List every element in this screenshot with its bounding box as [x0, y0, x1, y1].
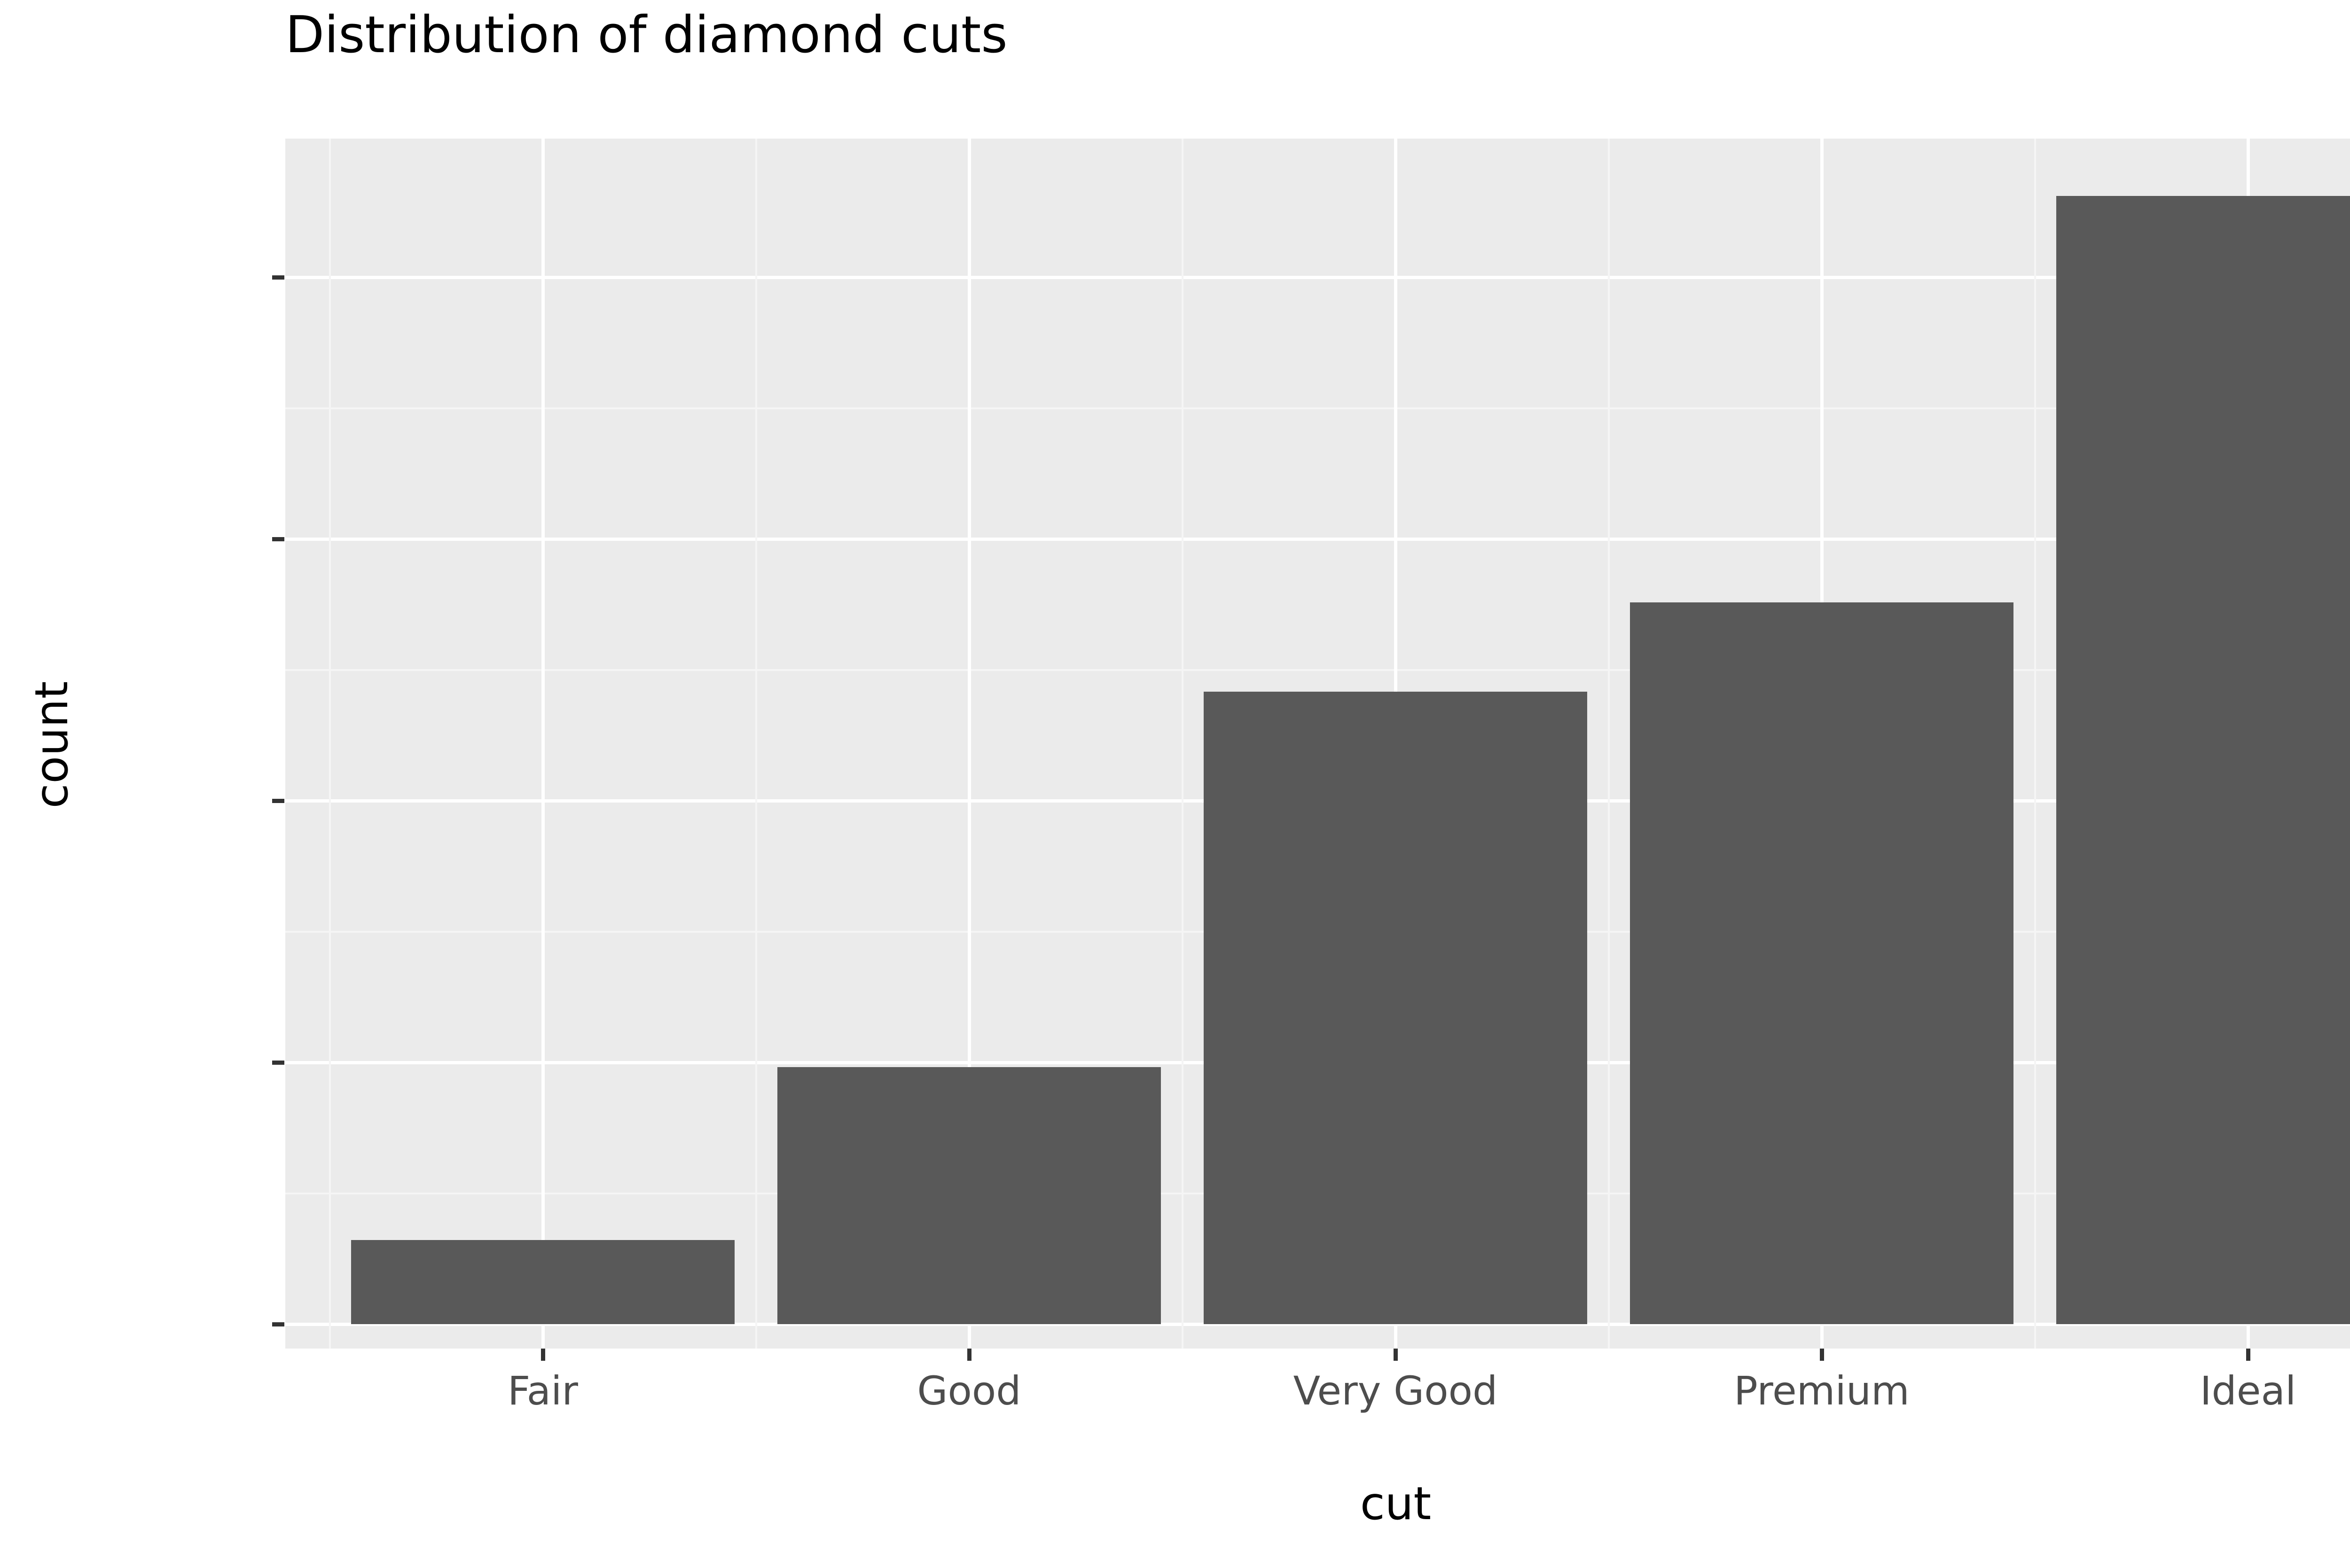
x-tick-mark — [2246, 1349, 2250, 1361]
bar-ideal — [2056, 196, 2350, 1324]
gridline-minor-horizontal — [285, 407, 2350, 409]
gridline-major-horizontal — [285, 276, 2350, 279]
x-tick-label: Very Good — [1293, 1368, 1498, 1414]
bar-premium — [1630, 602, 2013, 1324]
x-tick-mark — [967, 1349, 971, 1361]
x-axis-title: cut — [1360, 1477, 1432, 1530]
y-tick-mark — [272, 537, 284, 541]
plot-panel — [285, 139, 2350, 1349]
gridline-minor-vertical — [329, 139, 331, 1349]
gridline-major-vertical — [968, 139, 971, 1349]
y-axis-title: count — [25, 681, 78, 809]
gridline-major-vertical — [541, 139, 545, 1349]
bar-very-good — [1204, 692, 1587, 1324]
y-tick-mark — [272, 1322, 284, 1326]
gridline-minor-vertical — [2034, 139, 2036, 1349]
x-tick-mark — [1820, 1349, 1824, 1361]
x-tick-label: Good — [917, 1368, 1021, 1414]
gridline-minor-vertical — [1607, 139, 1610, 1349]
y-tick-mark — [272, 1061, 284, 1065]
bar-good — [777, 1067, 1161, 1324]
y-axis: 05000100001500020000 — [0, 0, 285, 1568]
x-tick-mark — [541, 1349, 545, 1361]
gridline-minor-horizontal — [285, 669, 2350, 671]
gridline-major-horizontal — [285, 1323, 2350, 1326]
x-tick-mark — [1394, 1349, 1398, 1361]
bar-fair — [351, 1240, 735, 1324]
x-axis: Fair Good Very Good Premium Ideal — [0, 1349, 2350, 1568]
gridline-minor-vertical — [1181, 139, 1183, 1349]
y-tick-mark — [272, 799, 284, 803]
x-tick-label: Fair — [508, 1368, 578, 1414]
chart-title: Distribution of diamond cuts — [285, 6, 1008, 64]
x-tick-label: Ideal — [2200, 1368, 2296, 1414]
gridline-minor-vertical — [755, 139, 757, 1349]
x-tick-label: Premium — [1734, 1368, 1910, 1414]
y-tick-mark — [272, 275, 284, 280]
gridline-major-horizontal — [285, 538, 2350, 541]
